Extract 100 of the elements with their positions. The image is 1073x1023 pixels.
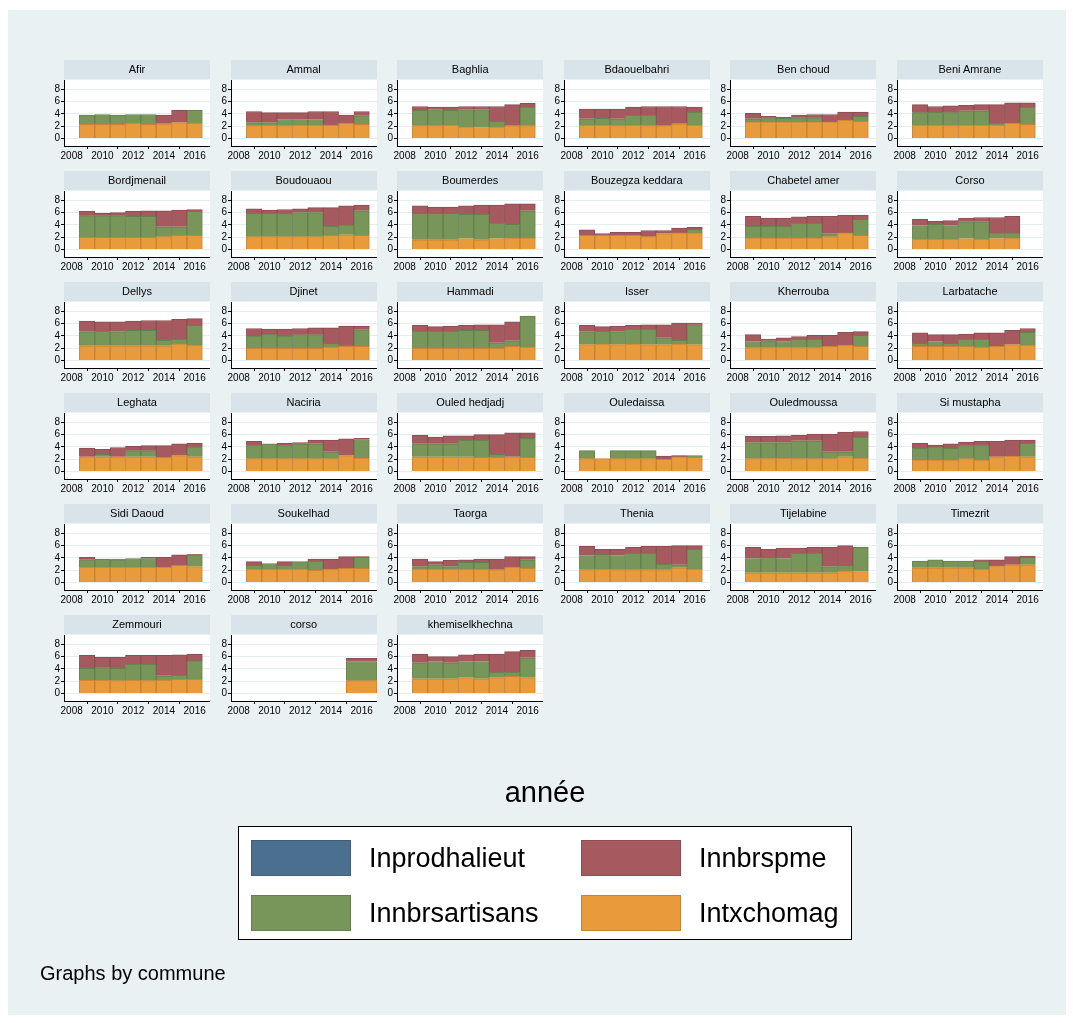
y-tick-label: 8	[887, 305, 894, 316]
y-tick-label: 0	[54, 354, 61, 366]
y-tick-label: 0	[887, 465, 894, 477]
x-tick-label: 2008	[393, 482, 417, 494]
y-tick-label: 0	[54, 576, 61, 588]
x-tick-label: 2008	[227, 482, 250, 494]
y-tick-label: 8	[887, 194, 894, 205]
x-tick-label: 2012	[288, 482, 312, 494]
y-tick-label: 6	[387, 317, 394, 329]
x-tick-label: 2012	[788, 149, 812, 161]
x-tick-label: 2014	[985, 593, 1009, 605]
y-tick-label: 4	[387, 551, 394, 563]
y-tick-label: 2	[221, 564, 228, 576]
y-tick-label: 2	[221, 342, 228, 354]
x-tick-label: 2014	[985, 371, 1009, 383]
x-tick-label: 2012	[122, 371, 145, 383]
x-tick-label: 2010	[257, 371, 281, 383]
y-tick-label: 2	[54, 342, 61, 354]
x-tick-label: 2014	[485, 482, 509, 494]
y-tick-label: 6	[887, 539, 894, 551]
y-tick-label: 0	[554, 132, 561, 144]
chart-title: Baghlia	[397, 60, 544, 79]
chart-title: Boumerdes	[397, 171, 544, 190]
y-tick-label: 2	[554, 342, 561, 354]
x-tick-label: 2012	[955, 371, 978, 383]
x-tick-label: 2016	[183, 482, 207, 494]
x-tick-label: 2012	[788, 260, 812, 272]
x-tick-label: 2014	[819, 593, 842, 605]
x-tick-label: 2012	[122, 593, 145, 605]
x-tick-label: 2008	[60, 260, 84, 272]
x-tick-label: 2016	[849, 260, 873, 272]
y-tick-label: 6	[887, 206, 894, 218]
chart-title: Djinet	[230, 282, 377, 301]
chart-title: Soukelhad	[230, 504, 377, 523]
chart-title: corso	[230, 615, 377, 634]
x-tick-label: 2014	[319, 371, 343, 383]
y-tick-label: 0	[387, 576, 394, 588]
y-tick-label: 8	[720, 194, 727, 205]
x-tick-label: 2008	[726, 260, 750, 272]
y-tick-label: 2	[887, 231, 894, 243]
y-tick-label: 4	[887, 218, 894, 230]
y-tick-label: 4	[221, 662, 228, 674]
y-tick-label: 0	[720, 243, 727, 255]
y-tick-label: 4	[221, 218, 228, 230]
y-tick-label: 8	[554, 305, 561, 316]
x-tick-label: 2012	[288, 704, 312, 716]
x-tick-label: 2016	[516, 260, 540, 272]
x-tick-label: 2016	[516, 482, 540, 494]
x-tick-label: 2012	[621, 593, 645, 605]
x-tick-label: 2012	[122, 704, 145, 716]
y-tick-label: 8	[554, 83, 561, 94]
x-tick-label: 2010	[924, 371, 947, 383]
y-tick-label: 0	[554, 465, 561, 477]
x-tick-label: 2014	[652, 482, 676, 494]
y-tick-label: 0	[54, 243, 61, 255]
y-tick-label: 6	[54, 650, 61, 662]
x-tick-label: 2012	[288, 260, 312, 272]
x-tick-label: 2014	[985, 149, 1009, 161]
y-tick-label: 8	[221, 416, 228, 427]
x-tick-label: 2014	[485, 260, 509, 272]
x-tick-label: 2016	[183, 371, 207, 383]
y-tick-label: 6	[54, 317, 61, 329]
y-tick-label: 0	[221, 132, 228, 144]
y-tick-label: 8	[554, 194, 561, 205]
x-tick-label: 2008	[227, 149, 250, 161]
y-tick-label: 2	[387, 675, 394, 687]
x-axis-title: année	[504, 776, 586, 809]
x-tick-label: 2014	[985, 260, 1009, 272]
x-tick-label: 2010	[591, 149, 614, 161]
x-tick-label: 2010	[257, 260, 281, 272]
y-tick-label: 2	[720, 342, 727, 354]
y-tick-label: 8	[221, 527, 228, 538]
y-tick-label: 4	[221, 551, 228, 563]
y-tick-label: 4	[554, 107, 561, 119]
x-tick-label: 2016	[183, 149, 207, 161]
x-tick-label: 2014	[485, 704, 509, 716]
x-tick-label: 2010	[257, 149, 281, 161]
y-tick-label: 8	[720, 527, 727, 538]
y-tick-label: 4	[720, 218, 727, 230]
x-tick-label: 2012	[288, 593, 312, 605]
x-tick-label: 2010	[591, 371, 614, 383]
x-tick-label: 2010	[424, 371, 448, 383]
x-tick-label: 2008	[60, 482, 84, 494]
x-tick-label: 2014	[152, 482, 176, 494]
x-tick-label: 2016	[1016, 371, 1040, 383]
x-tick-label: 2016	[516, 704, 540, 716]
x-tick-label: 2010	[924, 149, 947, 161]
x-tick-label: 2010	[257, 593, 281, 605]
x-tick-label: 2008	[393, 260, 417, 272]
y-tick-label: 2	[221, 675, 228, 687]
x-tick-label: 2010	[924, 482, 947, 494]
chart-title: Ouled hedjadj	[397, 393, 544, 412]
x-tick-label: 2016	[1016, 260, 1040, 272]
x-tick-label: 2016	[350, 371, 373, 383]
x-tick-label: 2012	[955, 593, 978, 605]
y-tick-label: 6	[387, 428, 394, 440]
y-tick-label: 8	[887, 527, 894, 538]
x-tick-label: 2014	[152, 704, 176, 716]
chart-title: Dellys	[64, 282, 210, 301]
y-tick-label: 0	[720, 132, 727, 144]
